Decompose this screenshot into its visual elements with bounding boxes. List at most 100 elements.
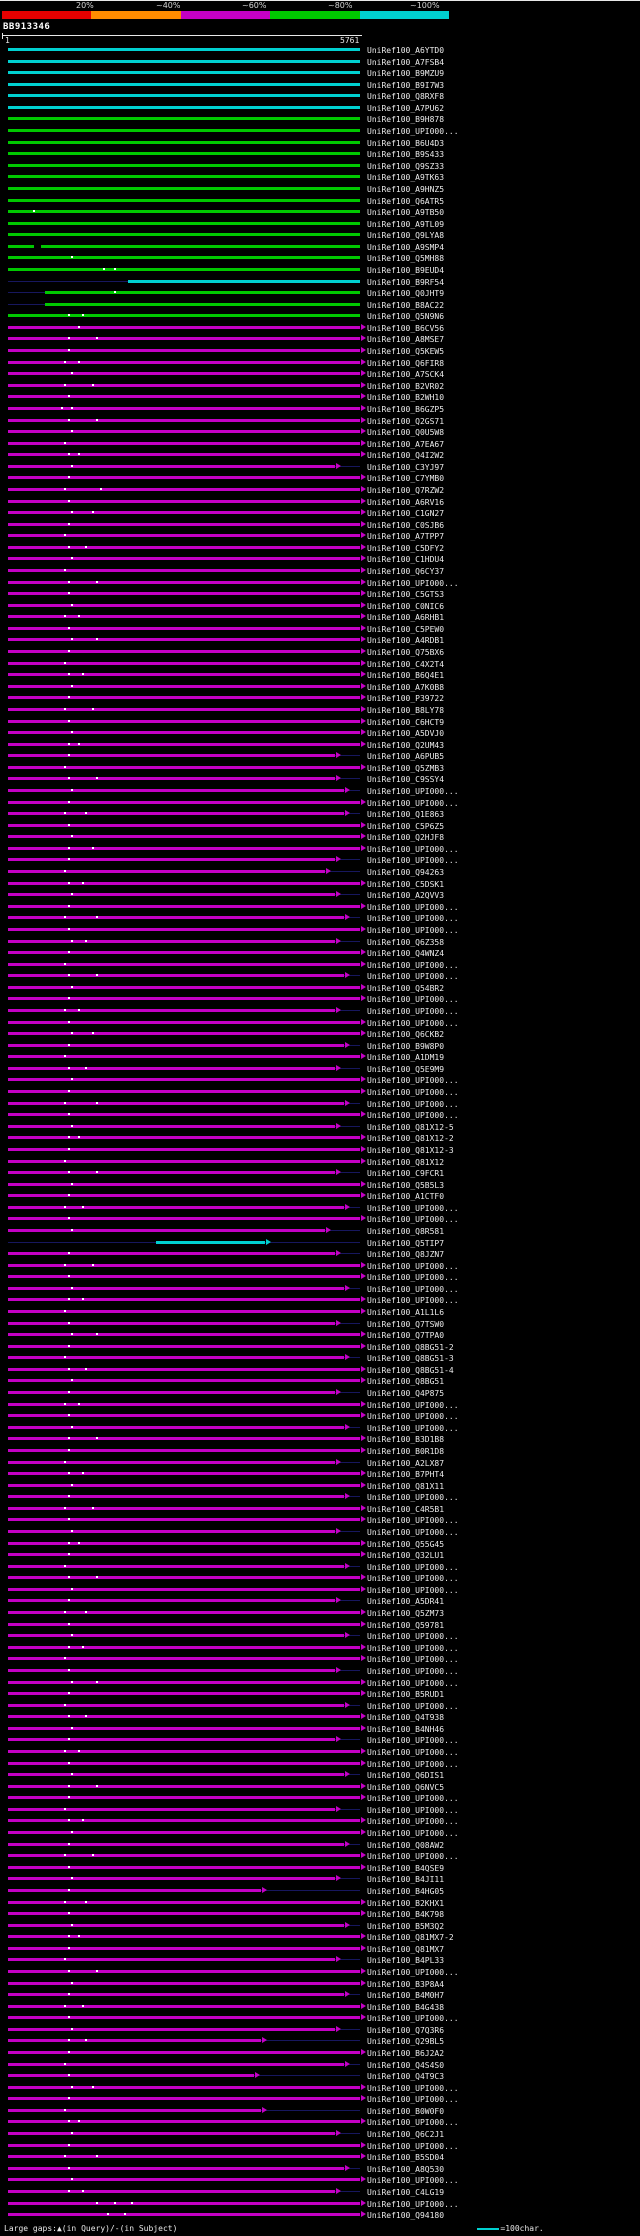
alignment-row[interactable]: UniRef100_UPI000... [0, 1642, 640, 1654]
alignment-row[interactable]: UniRef100_A1CTF0 [0, 1190, 640, 1202]
hit-bar[interactable] [8, 1877, 336, 1881]
hit-label[interactable]: UniRef100_C1GN27 [367, 509, 445, 519]
alignment-row[interactable]: UniRef100_UPI000... [0, 1260, 640, 1272]
hit-label[interactable]: UniRef100_Q0U5W8 [367, 428, 445, 438]
hit-label[interactable]: UniRef100_A6PUB5 [367, 752, 445, 762]
hit-bar[interactable] [8, 1472, 360, 1476]
hit-label[interactable]: UniRef100_UPI000... [367, 127, 459, 137]
hit-label[interactable]: UniRef100_Q6NVC5 [367, 1782, 445, 1792]
hit-bar[interactable] [8, 186, 360, 190]
hit-label[interactable]: UniRef100_UPI000... [367, 1967, 459, 1977]
hit-bar[interactable] [8, 1159, 360, 1163]
hit-label[interactable]: UniRef100_Q32LU1 [367, 1551, 445, 1561]
hit-label[interactable]: UniRef100_B4K798 [367, 1910, 445, 1920]
alignment-row[interactable]: UniRef100_Q32LU1 [0, 1549, 640, 1561]
hit-bar[interactable] [8, 1518, 360, 1522]
alignment-row[interactable]: UniRef100_A9TK63 [0, 171, 640, 183]
hit-bar[interactable] [8, 1113, 360, 1117]
alignment-row[interactable]: UniRef100_Q81MX7 [0, 1943, 640, 1955]
hit-label[interactable]: UniRef100_A6YTD0 [367, 46, 445, 55]
alignment-row[interactable]: UniRef100_UPI000... [0, 1792, 640, 1804]
hit-bar[interactable] [8, 545, 360, 549]
alignment-row[interactable]: UniRef100_Q55G45 [0, 1538, 640, 1550]
hit-bar[interactable] [8, 1923, 345, 1927]
alignment-row[interactable]: UniRef100_UPI000... [0, 2093, 640, 2105]
hit-label[interactable]: UniRef100_UPI000... [367, 2083, 459, 2093]
hit-label[interactable]: UniRef100_Q9SZ33 [367, 161, 445, 171]
alignment-row[interactable]: UniRef100_Q8R581 [0, 1225, 640, 1237]
hit-label[interactable]: UniRef100_UPI000... [367, 995, 459, 1005]
hit-label[interactable]: UniRef100_UPI000... [367, 1284, 459, 1294]
hit-bar[interactable] [8, 406, 360, 410]
hit-bar[interactable] [8, 2039, 262, 2043]
hit-label[interactable]: UniRef100_Q5KEW5 [367, 347, 445, 357]
hit-bar[interactable] [8, 1310, 360, 1314]
hit-label[interactable]: UniRef100_Q8BG51-4 [367, 1365, 454, 1375]
hit-bar[interactable] [8, 1541, 360, 1545]
hit-label[interactable]: UniRef100_UPI000... [367, 1678, 459, 1688]
hit-label[interactable]: UniRef100_UPI000... [367, 1400, 459, 1410]
alignment-row[interactable]: UniRef100_B4HG05 [0, 1885, 640, 1897]
alignment-row[interactable]: UniRef100_Q5KEW5 [0, 345, 640, 357]
hit-bar[interactable] [8, 1043, 345, 1047]
alignment-row[interactable]: UniRef100_C7YMB0 [0, 472, 640, 484]
alignment-row[interactable]: UniRef100_UPI000... [0, 1966, 640, 1978]
alignment-row[interactable]: UniRef100_A6PUB5 [0, 750, 640, 762]
hit-bar[interactable] [8, 1147, 360, 1151]
alignment-row[interactable]: UniRef100_A7PU62 [0, 102, 640, 114]
hit-bar[interactable] [8, 1228, 325, 1232]
alignment-row[interactable]: UniRef100_A6RHB1 [0, 611, 640, 623]
hit-label[interactable]: UniRef100_C1HDU4 [367, 555, 445, 565]
hit-label[interactable]: UniRef100_A7SCK4 [367, 370, 445, 380]
hit-label[interactable]: UniRef100_B9MZU9 [367, 69, 445, 79]
hit-label[interactable]: UniRef100_Q4P875 [367, 1389, 445, 1399]
alignment-row[interactable]: UniRef100_Q6ATR5 [0, 195, 640, 207]
alignment-row[interactable]: UniRef100_Q94180 [0, 2209, 640, 2221]
hit-label[interactable]: UniRef100_B2WH10 [367, 393, 445, 403]
hit-label[interactable]: UniRef100_Q6CY37 [367, 567, 445, 577]
hit-bar[interactable] [8, 638, 360, 642]
alignment-row[interactable]: UniRef100_C3YJ97 [0, 461, 640, 473]
hit-bar[interactable] [8, 985, 360, 989]
alignment-row[interactable]: UniRef100_A2LX87 [0, 1457, 640, 1469]
hit-label[interactable]: UniRef100_B9I7W3 [367, 80, 445, 90]
alignment-row[interactable]: UniRef100_Q7RZW2 [0, 484, 640, 496]
alignment-row[interactable]: UniRef100_A4RDB1 [0, 634, 640, 646]
hit-label[interactable]: UniRef100_A2QVV3 [367, 891, 445, 901]
hit-label[interactable]: UniRef100_UPI000... [367, 1528, 459, 1537]
alignment-row[interactable]: UniRef100_C0NIC6 [0, 600, 640, 612]
hit-bar[interactable] [8, 707, 360, 711]
hit-bar[interactable] [8, 1448, 360, 1452]
alignment-row[interactable]: UniRef100_B4K798 [0, 1908, 640, 1920]
alignment-row[interactable]: UniRef100_A7SCK4 [0, 368, 640, 380]
hit-label[interactable]: UniRef100_B8LY78 [367, 705, 445, 715]
hit-bar[interactable] [8, 244, 360, 248]
alignment-row[interactable]: UniRef100_Q8JZN7 [0, 1248, 640, 1260]
hit-bar[interactable] [8, 2108, 262, 2112]
alignment-row[interactable]: UniRef100_B6CV56 [0, 322, 640, 334]
hit-bar[interactable] [8, 1912, 360, 1916]
hit-label[interactable]: UniRef100_Q7Q3R6 [367, 2025, 445, 2035]
alignment-row[interactable]: UniRef100_UPI000... [0, 1098, 640, 1110]
hit-label[interactable]: UniRef100_UPI000... [367, 1817, 459, 1827]
alignment-row[interactable]: UniRef100_Q6FIR8 [0, 357, 640, 369]
alignment-row[interactable]: UniRef100_C4LG19 [0, 2186, 640, 2198]
hit-label[interactable]: UniRef100_UPI000... [367, 2118, 459, 2128]
hit-bar[interactable] [8, 2004, 360, 2008]
alignment-row[interactable]: UniRef100_Q81X11 [0, 1480, 640, 1492]
alignment-row[interactable]: UniRef100_A8Q530 [0, 2163, 640, 2175]
hit-bar[interactable] [8, 221, 360, 225]
hit-bar[interactable] [8, 1692, 360, 1696]
hit-bar[interactable] [8, 742, 360, 746]
alignment-row[interactable]: UniRef100_Q5N9N6 [0, 310, 640, 322]
alignment-row[interactable]: UniRef100_C4X2T4 [0, 658, 640, 670]
alignment-row[interactable]: UniRef100_B8LY78 [0, 704, 640, 716]
hit-bar[interactable] [8, 163, 360, 167]
hit-label[interactable]: UniRef100_B6GZP5 [367, 404, 445, 414]
hit-label[interactable]: UniRef100_Q2UM43 [367, 740, 445, 750]
alignment-row[interactable]: UniRef100_B4PL33 [0, 1954, 640, 1966]
hit-label[interactable]: UniRef100_UPI000... [367, 1585, 459, 1595]
hit-label[interactable]: UniRef100_UPI000... [367, 2014, 459, 2024]
alignment-row[interactable]: UniRef100_Q9LYA8 [0, 229, 640, 241]
hit-bar[interactable] [8, 1564, 345, 1568]
